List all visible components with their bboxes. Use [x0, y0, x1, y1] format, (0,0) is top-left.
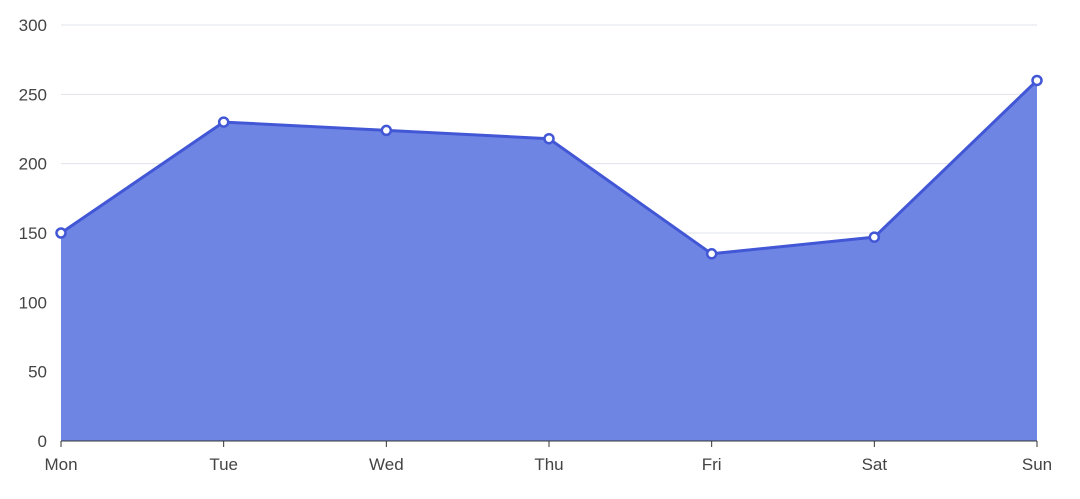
x-tick-label: Fri — [702, 455, 722, 474]
y-tick-label: 150 — [19, 224, 47, 243]
data-point — [55, 227, 67, 239]
x-tick-label: Thu — [534, 455, 563, 474]
x-tick-label: Sat — [862, 455, 888, 474]
y-tick-label: 200 — [19, 155, 47, 174]
y-tick-label: 100 — [19, 293, 47, 312]
data-point — [217, 116, 230, 128]
y-tick-label: 0 — [38, 432, 47, 451]
data-point — [868, 231, 881, 243]
y-tick-label: 50 — [28, 363, 47, 382]
y-tick-label: 250 — [19, 85, 47, 104]
data-point — [543, 132, 555, 145]
x-tick-label: Sun — [1022, 455, 1052, 474]
data-point — [705, 248, 718, 260]
data-point — [380, 124, 393, 137]
data-point — [1031, 74, 1043, 87]
x-tick-label: Tue — [209, 455, 238, 474]
area-fill — [61, 80, 1037, 441]
y-tick-label: 300 — [19, 16, 47, 35]
x-tick-label: Mon — [44, 455, 77, 474]
x-tick-label: Wed — [369, 455, 404, 474]
